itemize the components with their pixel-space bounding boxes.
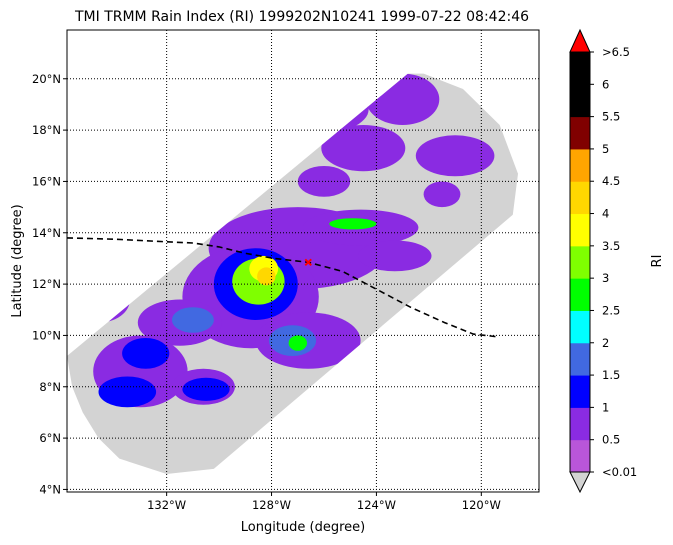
colorbar-frame: [569, 51, 591, 473]
x-tick-label: 120°W: [462, 498, 501, 512]
colorbar-tick-label: 4.5: [602, 174, 620, 188]
rain-cell: [122, 338, 170, 369]
colorbar-segment: [570, 278, 590, 311]
colorbar: <0.01 0.5 1 1.5 2 2.5 3 3.5 4 4.5 5 5.5 6 >6.5: [569, 28, 637, 494]
plot-area: 132°W 128°W 124°W 120°W 4°N 6°N 8°N 10°N 12°N 14…: [10, 29, 540, 535]
rain-index-field: [67, 73, 495, 408]
chart-title: TMI TRMM Rain Index (RI) 1999202N10241 1…: [74, 9, 529, 25]
y-tick-label: 14°N: [32, 226, 61, 240]
rain-cell: [329, 218, 377, 230]
y-tick-label: 12°N: [32, 277, 61, 291]
rain-patch: [321, 125, 406, 172]
colorbar-tick-label: 0.5: [602, 433, 620, 447]
x-axis-label: Longitude (degree): [241, 520, 366, 535]
colorbar-segment: [570, 439, 590, 473]
colorbar-tick-label: 5: [602, 142, 609, 156]
rain-cell: [257, 267, 276, 286]
storm-center-marker: [304, 258, 312, 266]
rain-cell: [288, 335, 307, 351]
x-axis-ticks: 132°W 128°W 124°W 120°W: [147, 492, 501, 512]
colorbar-segment: [570, 310, 590, 344]
colorbar-segment: [570, 52, 590, 85]
colorbar-segment: [570, 181, 590, 215]
rain-patch: [423, 181, 461, 208]
colorbar-tick-label: 1.5: [602, 368, 620, 382]
rain-patch: [297, 166, 351, 197]
colorbar-tick-label: 2: [602, 336, 609, 350]
colorbar-tick-label: 3.5: [602, 239, 620, 253]
grid-lines: [67, 30, 539, 492]
colorbar-under-extension: [569, 471, 591, 494]
colorbar-tick-label: >6.5: [602, 45, 630, 59]
rain-patch: [67, 276, 130, 323]
colorbar-tick-label: 4: [602, 207, 609, 221]
x-tick-label: 128°W: [252, 498, 291, 512]
colorbar-tick-label: 3: [602, 271, 609, 285]
colorbar-tick-label: 2.5: [602, 303, 620, 317]
rain-cell: [69, 284, 107, 310]
y-tick-label: 16°N: [32, 174, 61, 188]
colorbar-segment: [570, 148, 590, 182]
rain-patch: [358, 240, 432, 272]
y-tick-label: 6°N: [39, 431, 61, 445]
x-tick-label: 132°W: [147, 498, 186, 512]
rain-cell: [182, 377, 230, 401]
colorbar-segment: [570, 375, 590, 408]
rain-cell: [98, 376, 157, 408]
colorbar-segment: [570, 245, 590, 279]
y-tick-label: 18°N: [32, 123, 61, 137]
rain-cell: [171, 307, 214, 333]
colorbar-segment: [570, 116, 590, 150]
colorbar-segment: [570, 407, 590, 441]
y-tick-label: 20°N: [32, 72, 61, 86]
y-axis-label: Latitude (degree): [10, 204, 25, 317]
y-tick-label: 4°N: [39, 482, 61, 496]
colorbar-label: RI: [650, 255, 665, 268]
x-tick-label: 124°W: [357, 498, 396, 512]
y-tick-label: 10°N: [32, 328, 61, 342]
y-axis-ticks: 4°N 6°N 8°N 10°N 12°N 14°N 16°N 18°N 20°N: [32, 72, 67, 496]
colorbar-tick-label: 5.5: [602, 110, 620, 124]
storm-track: [67, 237, 498, 338]
colorbar-tick-label: 6: [602, 77, 609, 91]
colorbar-tick-label: <0.01: [602, 465, 637, 479]
colorbar-segment: [570, 84, 590, 118]
colorbar-tick-label: 1: [602, 400, 609, 414]
colorbar-segment: [570, 342, 590, 376]
colorbar-over-extension: [569, 28, 591, 53]
plot-frame: [66, 29, 540, 493]
y-tick-label: 8°N: [39, 380, 61, 394]
rain-patch: [415, 135, 495, 177]
colorbar-segment: [570, 213, 590, 247]
